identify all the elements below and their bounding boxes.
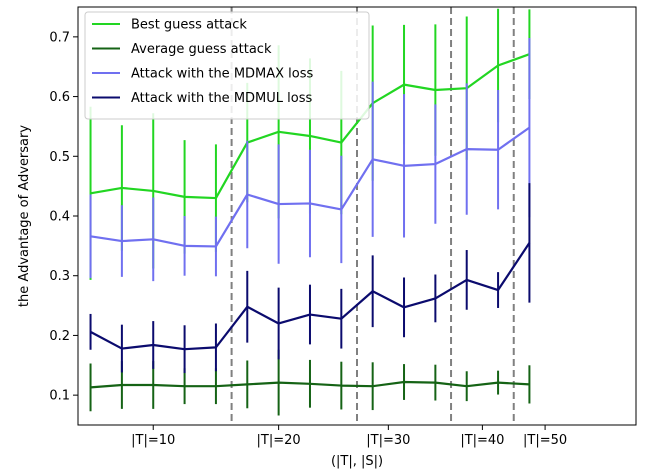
axes: 0.1 0.2 0.3 0.4 0.5 0.6 0.7 |T|=10 |T|=20 |T|=30 |… xyxy=(49,30,567,448)
x-axis-label: (|T|, |S|) xyxy=(331,454,383,469)
y-tick-label: 0.7 xyxy=(49,30,70,45)
legend-label: Attack with the MDMUL loss xyxy=(131,91,312,106)
x-tick-label: |T|=40 xyxy=(460,433,504,448)
x-tick-label: |T|=20 xyxy=(257,433,301,448)
legend: Best guess attack Average guess attack Att… xyxy=(84,11,370,120)
series-line-2 xyxy=(90,380,530,389)
series-line-1 xyxy=(90,53,530,200)
y-tick-label: 0.3 xyxy=(49,269,70,284)
series-line-4 xyxy=(90,242,531,351)
y-tick-label: 0.5 xyxy=(49,150,70,165)
y-tick-label: 0.2 xyxy=(49,329,70,344)
x-tick-label: |T|=10 xyxy=(131,433,175,448)
legend-box xyxy=(84,11,370,120)
legend-label: Best guess attack xyxy=(131,18,247,33)
x-tick-label: |T|=30 xyxy=(366,433,410,448)
legend-label: Average guess attack xyxy=(131,42,272,57)
y-tick-label: 0.6 xyxy=(49,90,70,105)
y-tick-label: 0.1 xyxy=(49,389,70,404)
series-line-3 xyxy=(90,126,531,248)
y-tick-label: 0.4 xyxy=(49,210,70,225)
x-tick-label: |T|=50 xyxy=(523,433,567,448)
y-axis-label: the Advantage of Adversary xyxy=(17,125,32,307)
legend-label: Attack with the MDMAX loss xyxy=(131,67,314,82)
